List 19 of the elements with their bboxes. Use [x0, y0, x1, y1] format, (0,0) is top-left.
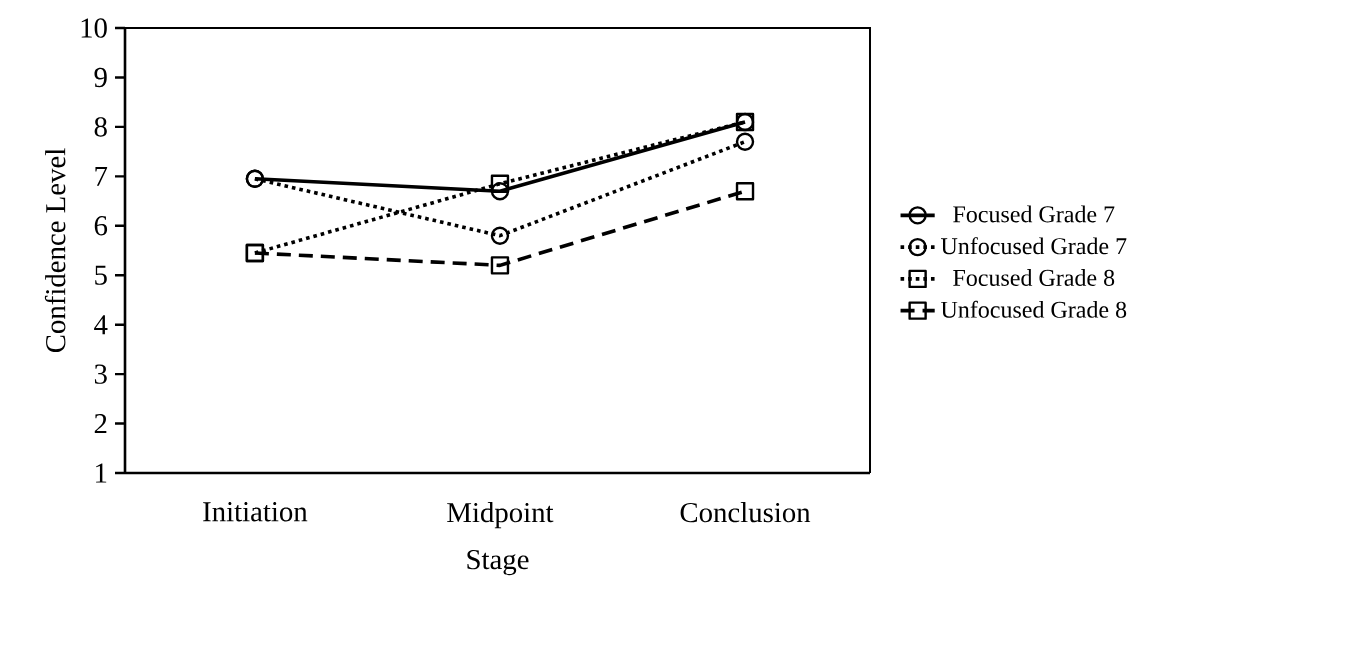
y-tick-label: 1 — [96, 463, 107, 483]
y-tick-label: 10 — [81, 18, 107, 38]
x-tick-label: Initiation — [203, 502, 308, 522]
y-tick-label: 2 — [94, 414, 107, 434]
y-tick-label: 4 — [94, 315, 108, 335]
y-tick-label: 9 — [94, 67, 107, 88]
legend-label: Focused Grade 7 — [953, 205, 1115, 223]
y-tick-label: 5 — [95, 265, 107, 285]
legend-label: Unfocused Grade 7 — [941, 237, 1127, 255]
y-tick-label: 7 — [95, 166, 108, 186]
y-axis-title: Confidence Level — [44, 148, 66, 353]
x-tick-label: Midpoint — [447, 502, 554, 529]
y-tick-label: 8 — [94, 117, 107, 137]
x-axis-title: Stage — [467, 549, 529, 576]
y-tick-label: 6 — [94, 216, 108, 236]
legend-label: Unfocused Grade 8 — [941, 300, 1127, 318]
x-tick-label: Conclusion — [680, 502, 811, 523]
legend-label: Focused Grade 8 — [953, 269, 1115, 286]
y-tick-label: 3 — [94, 364, 107, 384]
